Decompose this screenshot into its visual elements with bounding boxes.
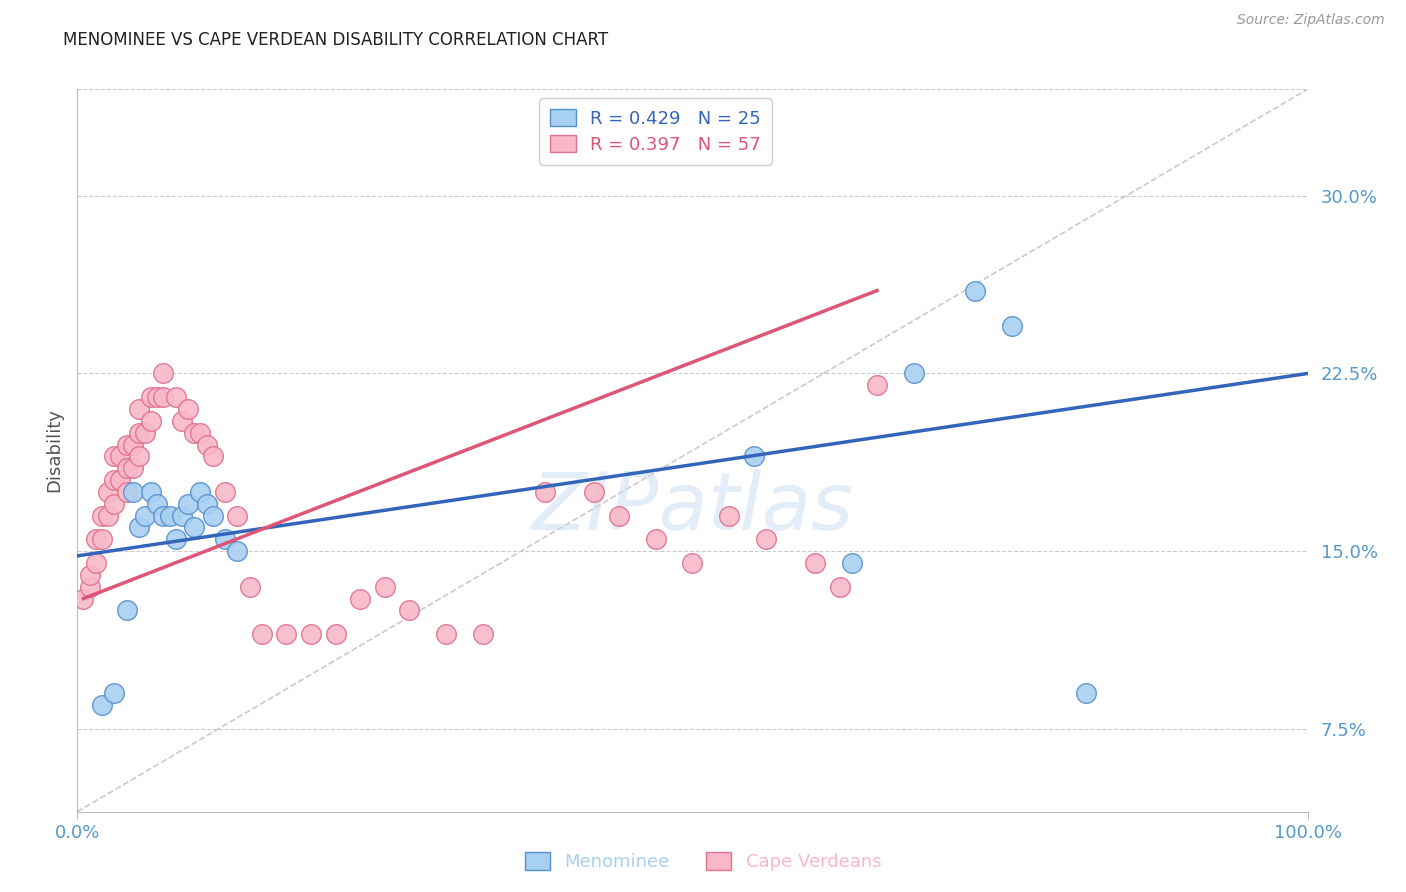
Text: Source: ZipAtlas.com: Source: ZipAtlas.com	[1237, 13, 1385, 28]
Point	[84, 556, 107, 570]
Point	[299, 627, 322, 641]
Point	[325, 627, 347, 641]
Point	[170, 414, 193, 428]
Point	[141, 414, 163, 428]
Point	[121, 484, 143, 499]
Point	[276, 627, 298, 641]
Point	[103, 450, 125, 464]
Point	[1076, 686, 1098, 700]
Point	[349, 591, 371, 606]
Text: ZIPatlas: ZIPatlas	[531, 469, 853, 548]
Point	[121, 437, 143, 451]
Point	[152, 508, 174, 523]
Point	[583, 484, 606, 499]
Point	[177, 402, 200, 417]
Point	[152, 390, 174, 404]
Point	[97, 508, 120, 523]
Point	[128, 520, 150, 534]
Point	[128, 425, 150, 440]
Point	[128, 402, 150, 417]
Point	[79, 580, 101, 594]
Point	[226, 508, 249, 523]
Point	[195, 497, 218, 511]
Point	[115, 603, 138, 617]
Point	[121, 461, 143, 475]
Point	[188, 484, 212, 499]
Point	[128, 450, 150, 464]
Point	[134, 508, 156, 523]
Point	[115, 437, 138, 451]
Point	[79, 567, 101, 582]
Point	[170, 508, 193, 523]
Point	[90, 533, 114, 547]
Legend: Menominee, Cape Verdeans: Menominee, Cape Verdeans	[517, 846, 889, 879]
Point	[644, 533, 666, 547]
Point	[115, 484, 138, 499]
Point	[718, 508, 741, 523]
Point	[146, 390, 169, 404]
Legend: R = 0.429   N = 25, R = 0.397   N = 57: R = 0.429 N = 25, R = 0.397 N = 57	[540, 98, 772, 165]
Point	[177, 497, 200, 511]
Point	[97, 484, 120, 499]
Point	[110, 473, 132, 487]
Point	[1001, 319, 1024, 334]
Point	[830, 580, 852, 594]
Point	[239, 580, 262, 594]
Point	[201, 508, 224, 523]
Point	[866, 378, 889, 392]
Point	[201, 450, 224, 464]
Point	[841, 556, 863, 570]
Point	[804, 556, 827, 570]
Point	[90, 508, 114, 523]
Point	[472, 627, 495, 641]
Point	[115, 461, 138, 475]
Point	[165, 390, 187, 404]
Point	[607, 508, 630, 523]
Point	[398, 603, 420, 617]
Point	[72, 591, 94, 606]
Point	[742, 450, 765, 464]
Point	[250, 627, 273, 641]
Point	[159, 508, 181, 523]
Point	[965, 284, 987, 298]
Point	[214, 533, 236, 547]
Point	[374, 580, 396, 594]
Point	[146, 497, 169, 511]
Point	[134, 425, 156, 440]
Point	[214, 484, 236, 499]
Point	[534, 484, 557, 499]
Point	[183, 520, 205, 534]
Point	[682, 556, 704, 570]
Point	[226, 544, 249, 558]
Point	[84, 533, 107, 547]
Text: MENOMINEE VS CAPE VERDEAN DISABILITY CORRELATION CHART: MENOMINEE VS CAPE VERDEAN DISABILITY COR…	[63, 31, 609, 49]
Point	[183, 425, 205, 440]
Point	[903, 367, 925, 381]
Point	[103, 473, 125, 487]
Y-axis label: Disability: Disability	[45, 409, 63, 492]
Point	[141, 484, 163, 499]
Point	[165, 533, 187, 547]
Point	[152, 367, 174, 381]
Point	[103, 686, 125, 700]
Point	[188, 425, 212, 440]
Point	[436, 627, 458, 641]
Point	[110, 450, 132, 464]
Point	[103, 497, 125, 511]
Point	[755, 533, 778, 547]
Point	[195, 437, 218, 451]
Point	[90, 698, 114, 712]
Point	[141, 390, 163, 404]
